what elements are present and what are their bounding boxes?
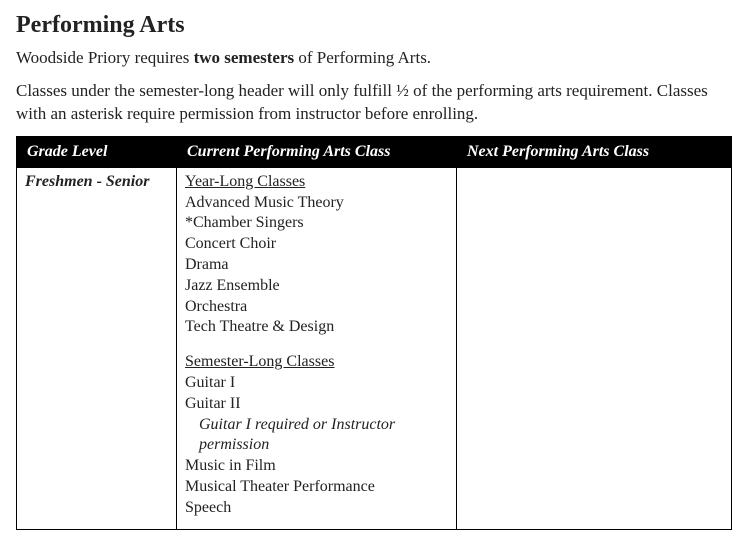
header-grade-level: Grade Level — [17, 136, 177, 167]
cell-grade-level: Freshmen - Senior — [17, 167, 177, 529]
cell-next-class — [457, 167, 732, 529]
course-item: Concert Choir — [185, 234, 448, 255]
intro-paragraph-1: Woodside Priory requires two semesters o… — [16, 47, 732, 70]
course-item: Drama — [185, 255, 448, 276]
table-header-row: Grade Level Current Performing Arts Clas… — [17, 136, 732, 167]
page-title: Performing Arts — [16, 12, 732, 39]
course-item: Musical Theater Performance — [185, 477, 448, 498]
course-item: Jazz Ensemble — [185, 276, 448, 297]
yearlong-classes-header: Year-Long Classes — [185, 172, 448, 193]
intro1-pre: Woodside Priory requires — [16, 48, 194, 67]
course-item: Tech Theatre & Design — [185, 317, 448, 338]
course-item: Advanced Music Theory — [185, 193, 448, 214]
course-item: Guitar I — [185, 373, 448, 394]
header-current-class: Current Performing Arts Class — [177, 136, 457, 167]
course-item: Orchestra — [185, 297, 448, 318]
course-item: Speech — [185, 498, 448, 519]
header-next-class: Next Performing Arts Class — [457, 136, 732, 167]
intro1-post: of Performing Arts. — [294, 48, 431, 67]
course-note: Guitar I required or Instructor permissi… — [185, 415, 448, 457]
cell-current-class: Year-Long ClassesAdvanced Music Theory*C… — [177, 167, 457, 529]
table-row: Freshmen - Senior Year-Long ClassesAdvan… — [17, 167, 732, 529]
intro1-bold: two semesters — [194, 48, 295, 67]
course-item: Guitar II — [185, 394, 448, 415]
intro-paragraph-2: Classes under the semester-long header w… — [16, 80, 732, 126]
section-gap — [185, 338, 448, 352]
course-item: Music in Film — [185, 456, 448, 477]
courses-table: Grade Level Current Performing Arts Clas… — [16, 136, 732, 530]
semester-classes-header: Semester-Long Classes — [185, 352, 448, 373]
course-item: *Chamber Singers — [185, 213, 448, 234]
